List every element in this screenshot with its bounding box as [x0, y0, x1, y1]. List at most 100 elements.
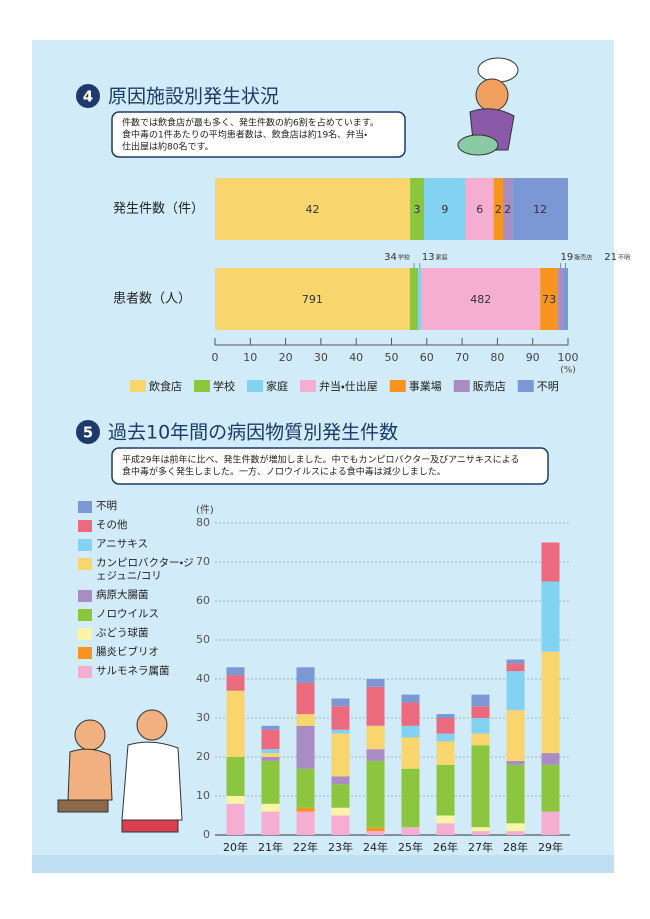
legend-swatch	[78, 539, 92, 551]
bar-segment	[424, 178, 466, 240]
bar-segment	[436, 733, 455, 742]
section-badge	[76, 84, 100, 108]
legend-swatch	[78, 628, 92, 640]
bar-segment	[226, 667, 245, 676]
bar-segment	[436, 741, 455, 765]
x-tick-label: 22年	[293, 840, 318, 854]
legend-swatch	[300, 380, 316, 392]
bar-segment	[331, 729, 350, 734]
bar-segment	[471, 745, 490, 828]
legend-label: 飲食店	[149, 379, 182, 393]
value-label-name: 不明	[618, 255, 630, 262]
section-badge	[76, 420, 100, 444]
bar-segment	[331, 706, 350, 730]
legend-swatch	[78, 666, 92, 678]
legend-item: アニサキス	[78, 538, 198, 551]
x-tick-label: 70	[455, 351, 469, 364]
note-box	[111, 111, 406, 158]
bar-segment	[465, 178, 494, 240]
bar-segment	[261, 725, 280, 730]
bar-segment	[541, 764, 560, 812]
bar-segment	[366, 831, 385, 835]
bar-segment	[506, 823, 525, 832]
bar-segment	[226, 757, 245, 796]
bar-segment	[296, 725, 315, 769]
x-tick-label: 100	[558, 351, 579, 364]
legend-label: 事業場	[409, 380, 442, 393]
value-label: 73	[542, 293, 556, 306]
value-label: 42	[306, 203, 320, 216]
x-tick-label: 21年	[258, 840, 283, 854]
bar-segment	[541, 651, 560, 754]
x-tick-label: 10	[243, 351, 257, 364]
legend-label: カンピロバクター・ジェジュニ/コリ	[96, 557, 194, 582]
bar-segment	[215, 268, 410, 330]
section-title: 原因施設別発生状況	[108, 86, 279, 108]
legend-item: 病原大腸菌	[78, 589, 198, 602]
legend-swatch	[78, 520, 92, 532]
value-label: 19	[560, 252, 573, 263]
x-tick-label: 20	[279, 351, 293, 364]
bar-segment	[226, 796, 245, 804]
bar-segment	[541, 581, 560, 652]
value-label: 12	[533, 203, 547, 216]
bar-segment	[366, 749, 385, 761]
note-line: 食中毒が多く発生しました。一方、ノロウイルスによる食中毒は減少しました。	[122, 466, 446, 478]
bar-segment	[296, 667, 315, 683]
bar-segment	[541, 542, 560, 582]
value-label-name: 家庭	[436, 254, 448, 262]
value-label: 21	[604, 252, 617, 263]
x-tick-label: 50	[385, 351, 399, 364]
x-tick-label: 60	[420, 351, 434, 364]
legend-item: 腸炎ビブリオ	[78, 646, 198, 659]
bar-segment	[506, 764, 525, 824]
bar-segment	[506, 760, 525, 765]
x-tick-label: 30	[314, 351, 328, 364]
doctor-illustration	[57, 709, 183, 833]
bar-segment	[471, 733, 490, 746]
x-axis-label: (%)	[560, 366, 576, 376]
legend-swatch	[130, 380, 146, 392]
value-label-name: 学校	[398, 254, 410, 262]
legend-label: その他	[96, 519, 128, 531]
bar-segment	[471, 831, 490, 835]
legend-label: 不明	[537, 380, 559, 393]
legend-label: 病原大腸菌	[96, 589, 149, 601]
legend-item: 不明	[78, 500, 198, 513]
x-tick-label: 23年	[328, 840, 353, 854]
bar-segment	[401, 827, 420, 835]
bar-segment	[296, 811, 315, 835]
legend-item: ノロウイルス	[78, 608, 198, 621]
value-label: 3	[414, 203, 421, 216]
x-tick-label: 25年	[398, 840, 423, 854]
bar-segment	[296, 768, 315, 808]
bar-segment	[366, 679, 385, 687]
bar-segment	[226, 675, 245, 691]
y-tick-label: 0	[203, 828, 210, 841]
y-tick-label: 80	[196, 516, 210, 529]
note-line: 件数では飲食店が最も多く、発生件数の約6割を占めています。	[122, 117, 379, 129]
y-tick-label: 60	[196, 594, 210, 607]
legend-swatch	[78, 590, 92, 602]
x-tick-label: 26年	[433, 840, 458, 854]
y-tick-label: 10	[196, 789, 210, 802]
y-axis-label: (件)	[196, 504, 214, 516]
note-line: 仕出屋は約80名です。	[122, 141, 214, 153]
bar-segment	[502, 178, 513, 240]
x-tick-label: 90	[526, 351, 540, 364]
bar-segment	[296, 807, 315, 812]
bar-segment	[261, 811, 280, 835]
bar-segment	[296, 714, 315, 726]
value-label: 9	[441, 203, 448, 216]
bar-segment	[558, 268, 563, 330]
bar-segment	[436, 823, 455, 835]
bar-segment	[331, 807, 350, 816]
bar-segment	[366, 760, 385, 828]
bar-segment	[261, 760, 280, 804]
legend-swatch	[78, 647, 92, 659]
legend-item: カンピロバクター・ジェジュニ/コリ	[78, 557, 198, 583]
y-tick-label: 50	[196, 633, 210, 646]
legend-label: 腸炎ビブリオ	[96, 646, 159, 658]
bar-segment	[493, 178, 503, 240]
